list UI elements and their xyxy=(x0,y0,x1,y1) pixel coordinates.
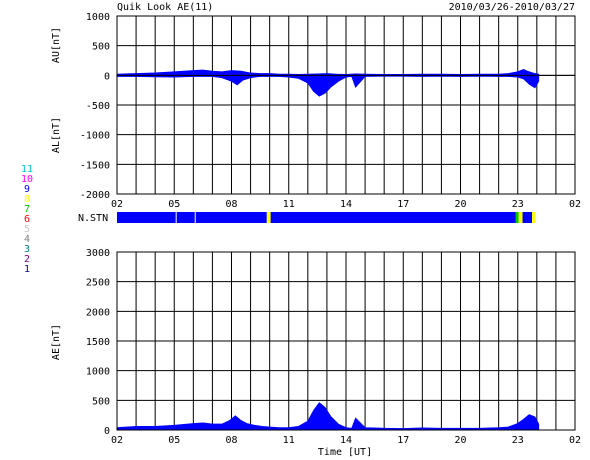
au-al-xtick-label: 11 xyxy=(283,199,295,210)
station-count-segment xyxy=(532,212,535,223)
au-al-ytick-label: -1500 xyxy=(80,160,110,171)
ae-ae-series xyxy=(116,402,540,431)
legend-station-count: 8 xyxy=(23,194,31,205)
legend-station-count: 7 xyxy=(23,204,31,215)
nstn-label: N.STN xyxy=(78,213,108,224)
au-al-xtick-label: 14 xyxy=(340,199,352,210)
legend-station-count: 1 xyxy=(23,264,31,275)
au-al-xtick-label: 02 xyxy=(569,199,581,210)
au-al-xtick-label: 20 xyxy=(454,199,466,210)
au-al-frame xyxy=(116,15,576,195)
au-al-au-series xyxy=(116,68,540,76)
ae-xtick-label: 11 xyxy=(283,435,295,446)
chart-title: Quik Look AE(11) xyxy=(117,2,213,13)
au-al-xtick-label: 23 xyxy=(512,199,524,210)
legend-station-count: 9 xyxy=(23,184,31,195)
ae-xtick-label: 02 xyxy=(569,435,581,446)
station-count-segment xyxy=(195,212,267,223)
au-al-ytick-label: -500 xyxy=(86,101,110,112)
ae-ytick-label: 0 xyxy=(104,426,110,437)
au-al-xtick-label: 17 xyxy=(397,199,409,210)
date-range: 2010/03/26-2010/03/27 xyxy=(449,2,575,13)
ae-frame xyxy=(116,251,576,431)
station-count-segment xyxy=(266,212,271,223)
au-al-xtick-label: 08 xyxy=(225,199,237,210)
station-count-segment xyxy=(176,212,196,223)
station-count-segment xyxy=(270,212,516,223)
station-count-segment xyxy=(518,212,523,223)
ae-xtick-label: 08 xyxy=(225,435,237,446)
legend-station-count: 5 xyxy=(23,224,31,235)
au-al-ytick-label: 500 xyxy=(92,42,110,53)
legend-station-count: 6 xyxy=(23,214,31,225)
ae-xtick-label: 20 xyxy=(454,435,466,446)
ae-axis-label: AE[nT] xyxy=(51,324,62,360)
station-count-segment xyxy=(515,212,519,223)
station-count-bar xyxy=(117,212,535,223)
ae-xtick-label: 17 xyxy=(397,435,409,446)
au-al-xtick-label: 02 xyxy=(111,199,123,210)
station-count-segment xyxy=(522,212,533,223)
ae-ytick-label: 3000 xyxy=(86,248,110,259)
au-al-ytick-label: -2000 xyxy=(80,190,110,201)
ae-xtick-label: 02 xyxy=(111,435,123,446)
ae-ytick-label: 500 xyxy=(92,396,110,407)
legend-station-count: 3 xyxy=(23,244,31,255)
al-axis-label: AL[nT] xyxy=(51,117,62,153)
x-axis-title: Time [UT] xyxy=(318,447,372,458)
legend-station-count: 10 xyxy=(20,174,34,185)
legend-station-count: 2 xyxy=(23,254,31,265)
ae-ytick-label: 1500 xyxy=(86,337,110,348)
au-al-xtick-label: 05 xyxy=(168,199,180,210)
legend-station-count: 4 xyxy=(23,234,31,245)
au-al-ytick-label: -1000 xyxy=(80,131,110,142)
au-al-ytick-label: 0 xyxy=(104,71,110,82)
au-al-ytick-label: 1000 xyxy=(86,12,110,23)
ae-xtick-label: 23 xyxy=(512,435,524,446)
au-al-al-series xyxy=(116,74,540,97)
legend-station-count: 11 xyxy=(20,164,34,175)
ae-xtick-label: 05 xyxy=(168,435,180,446)
ae-ytick-label: 1000 xyxy=(86,367,110,378)
au-axis-label: AU[nT] xyxy=(51,27,62,63)
ae-ytick-label: 2000 xyxy=(86,307,110,318)
ae-ytick-label: 2500 xyxy=(86,278,110,289)
station-count-segment xyxy=(117,212,177,223)
ae-xtick-label: 14 xyxy=(340,435,352,446)
